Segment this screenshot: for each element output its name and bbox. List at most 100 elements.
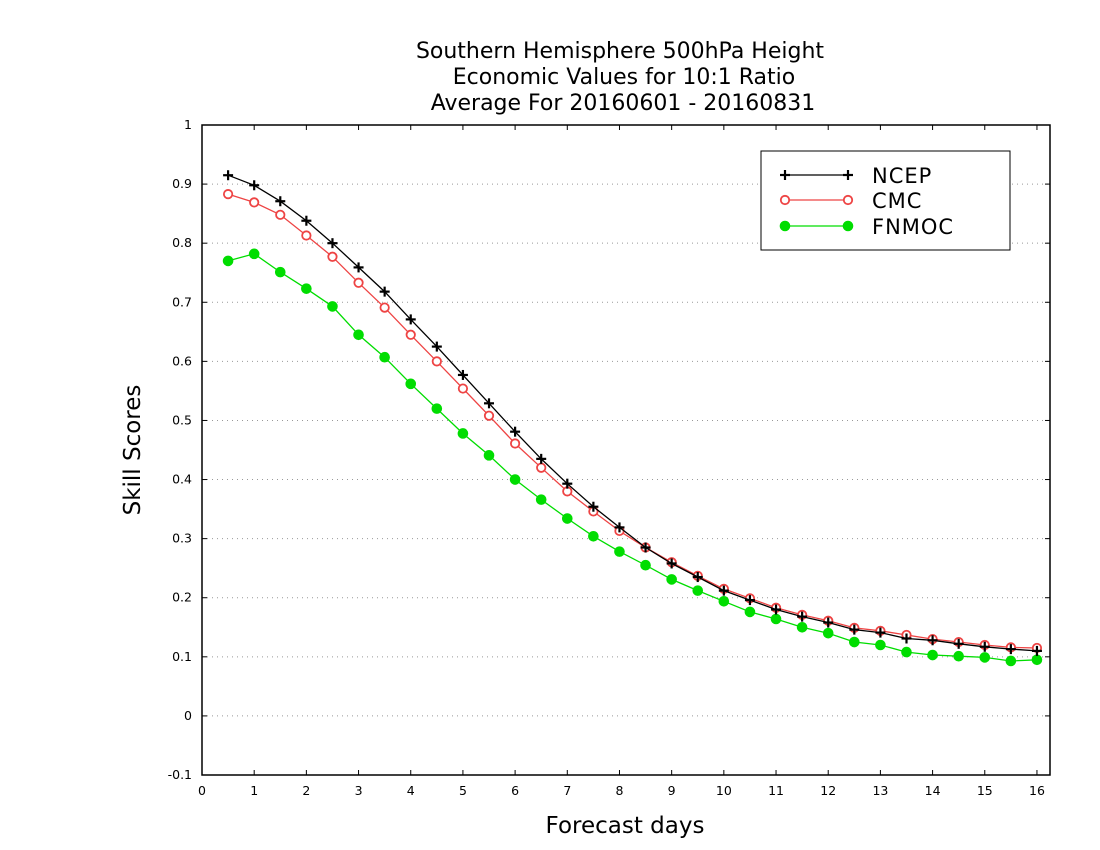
legend-marker <box>842 220 854 232</box>
point-cmc <box>327 251 338 262</box>
point-fnmoc <box>457 428 469 439</box>
series-line-cmc <box>227 193 1038 649</box>
gridlines <box>202 183 1050 717</box>
point-ncep <box>379 286 390 297</box>
title-line-1: Southern Hemisphere 500hPa Height <box>416 39 824 64</box>
point-ncep <box>249 180 260 191</box>
point-ncep <box>510 426 521 437</box>
point-cmc <box>405 329 416 340</box>
point-ncep <box>927 635 938 646</box>
title-line-3: Average For 20160601 - 20160831 <box>431 91 816 116</box>
y-tick-label: 1 <box>184 117 192 132</box>
y-tick-label: 0.3 <box>172 531 192 546</box>
y-tick-label: 0.7 <box>172 294 192 309</box>
legend-marker <box>779 194 791 206</box>
axis-ticks: -0.100.10.20.30.40.50.60.70.80.910 1 2 3 4 5 6… <box>168 117 1050 798</box>
legend-entry-cmc: CMC <box>779 189 922 213</box>
point-cmc <box>457 383 469 394</box>
point-fnmoc <box>875 639 886 651</box>
point-ncep <box>901 633 912 644</box>
x-tick-label: 14 <box>925 783 941 798</box>
point-fnmoc <box>353 329 364 341</box>
point-fnmoc <box>692 585 704 596</box>
y-tick-label: 0.5 <box>172 412 192 427</box>
point-ncep <box>275 196 286 207</box>
x-tick-label: 4 <box>407 783 415 798</box>
series-line-fnmoc <box>227 253 1038 662</box>
point-fnmoc <box>614 546 625 557</box>
point-ncep <box>875 627 886 638</box>
point-cmc <box>353 277 364 288</box>
point-fnmoc <box>561 513 573 524</box>
title-line-2: Economic Values for 10:1 Ratio <box>453 65 795 90</box>
point-cmc <box>275 209 286 220</box>
point-fnmoc <box>509 474 521 485</box>
x-tick-label: 13 <box>872 783 888 798</box>
point-ncep <box>771 604 782 615</box>
point-ncep <box>353 262 364 273</box>
point-ncep <box>327 238 338 249</box>
point-fnmoc <box>327 301 338 312</box>
point-ncep <box>431 341 442 352</box>
point-ncep <box>484 398 495 409</box>
x-tick-label: 11 <box>768 783 784 798</box>
point-fnmoc <box>274 266 286 278</box>
y-tick-label: 0.9 <box>172 176 192 191</box>
series-ncep <box>223 170 1042 656</box>
point-fnmoc <box>222 255 234 267</box>
point-ncep <box>1031 645 1042 656</box>
point-cmc <box>222 189 234 200</box>
point-ncep <box>405 314 416 325</box>
point-fnmoc <box>796 621 808 633</box>
legend-entry-ncep: NCEP <box>780 164 932 188</box>
point-fnmoc <box>431 403 443 414</box>
point-ncep <box>718 585 729 596</box>
point-fnmoc <box>901 646 912 658</box>
point-ncep <box>457 369 468 380</box>
point-fnmoc <box>1005 655 1017 667</box>
legend-label: FNMOC <box>872 215 954 239</box>
point-ncep <box>588 501 599 512</box>
point-fnmoc <box>718 595 730 607</box>
legend-marker <box>843 170 853 180</box>
x-tick-label: 0 <box>198 783 206 798</box>
point-ncep <box>849 624 860 635</box>
x-tick-label: 3 <box>355 783 363 798</box>
legend-label: NCEP <box>872 164 932 188</box>
point-fnmoc <box>588 530 599 542</box>
series-fnmoc <box>222 248 1043 667</box>
y-tick-label: 0.6 <box>172 353 192 368</box>
point-ncep <box>797 611 808 622</box>
point-fnmoc <box>379 351 390 363</box>
point-ncep <box>953 638 964 649</box>
x-tick-label: 6 <box>511 783 519 798</box>
point-cmc <box>536 462 547 473</box>
x-tick-label: 1 <box>250 783 258 798</box>
y-axis-label: Skill Scores <box>120 385 146 516</box>
point-ncep <box>744 595 755 606</box>
x-tick-label: 12 <box>820 783 836 798</box>
y-tick-label: 0.2 <box>172 590 192 605</box>
point-fnmoc <box>1031 654 1043 666</box>
point-fnmoc <box>953 650 964 662</box>
point-ncep <box>1005 644 1016 655</box>
point-ncep <box>823 617 834 628</box>
y-tick-label: -0.1 <box>168 767 192 782</box>
point-cmc <box>249 197 260 208</box>
y-tick-label: 0 <box>184 708 192 723</box>
series-cmc <box>222 189 1043 654</box>
point-ncep <box>666 558 677 569</box>
point-cmc <box>301 230 312 241</box>
x-axis-label: Forecast days <box>546 813 705 839</box>
x-tick-label: 10 <box>716 783 732 798</box>
point-fnmoc <box>535 494 547 505</box>
point-fnmoc <box>849 636 860 648</box>
point-ncep <box>562 478 573 489</box>
point-fnmoc <box>483 450 495 461</box>
x-tick-label: 8 <box>616 783 624 798</box>
point-ncep <box>692 572 703 583</box>
y-tick-label: 0.4 <box>172 472 192 487</box>
point-ncep <box>640 542 651 553</box>
chart-title: Southern Hemisphere 500hPa Height Econom… <box>416 39 824 116</box>
legend-label: CMC <box>872 189 922 213</box>
